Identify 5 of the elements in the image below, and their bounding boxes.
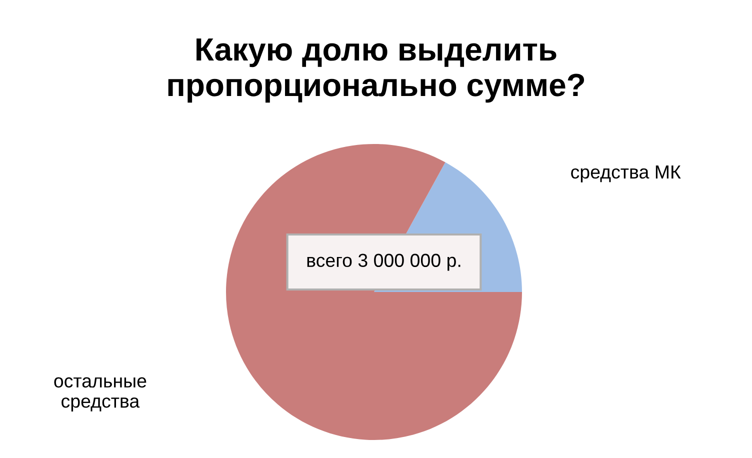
slice-label: средства МК	[571, 166, 681, 182]
pie-slice	[226, 144, 522, 440]
slice-label: остальные средства	[54, 377, 146, 412]
chart-title: Какую долю выделить пропорционально сумме?	[168, 38, 584, 103]
text: всего 3 000 000 р.	[307, 254, 460, 271]
